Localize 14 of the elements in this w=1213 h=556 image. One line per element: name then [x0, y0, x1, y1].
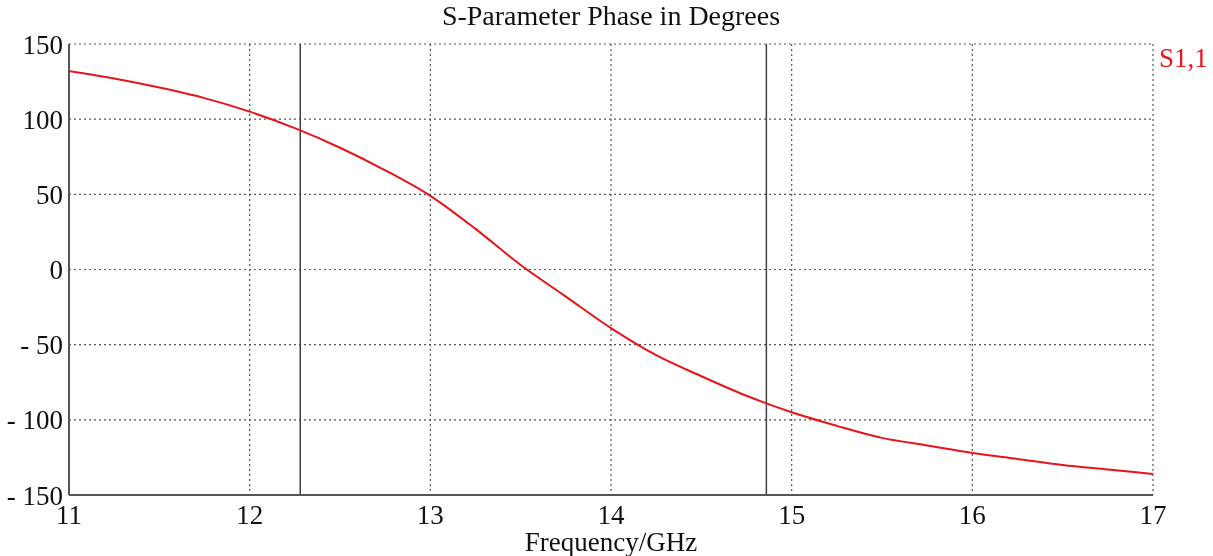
- y-tick-label: - 100: [6, 405, 63, 436]
- x-tick-label: 16: [958, 500, 986, 531]
- x-tick-label: 13: [416, 500, 444, 531]
- line-series: [69, 70, 1153, 475]
- chart-title: S-Parameter Phase in Degrees: [440, 0, 782, 31]
- x-tick-label: 17: [1139, 500, 1167, 531]
- y-tick-label: 100: [22, 104, 63, 135]
- y-tick-label: 150: [22, 29, 63, 60]
- y-tick-label: 0: [49, 255, 63, 286]
- x-tick-label: 15: [778, 500, 806, 531]
- x-tick-label: 12: [236, 500, 264, 531]
- y-tick-label: - 50: [20, 330, 63, 361]
- text: S1,1: [1159, 43, 1208, 73]
- y-tick-label: 50: [36, 179, 63, 210]
